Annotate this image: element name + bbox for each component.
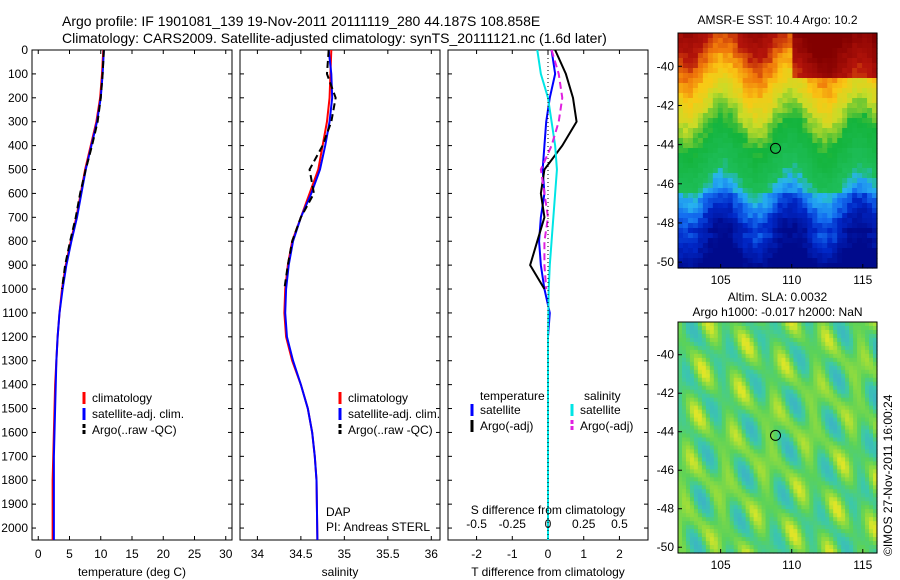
y-tick-label-900: 900 xyxy=(8,258,28,272)
map-y-tick-label--50: -50 xyxy=(657,540,675,554)
map-y-tick-label--44: -44 xyxy=(657,425,675,439)
legend-entry-0-0: satellite xyxy=(480,403,521,417)
argo-location-marker xyxy=(770,142,782,154)
map-x-tick-label-110: 110 xyxy=(782,273,801,287)
x-tick-label-5: 5 xyxy=(66,547,73,561)
map-y-tick-label--44: -44 xyxy=(657,138,675,152)
legend-entry-1: satellite-adj. clim. xyxy=(92,407,184,421)
legend-title-salinity: salinity xyxy=(584,389,621,403)
legend-entry-2: Argo(..raw -QC) xyxy=(348,423,433,437)
legend-entry-0: climatology xyxy=(92,391,152,405)
y-tick-label-1800: 1800 xyxy=(1,473,28,487)
x-tick-label-10: 10 xyxy=(94,547,108,561)
legend-entry-1-0: satellite xyxy=(580,403,621,417)
plot-frame-2 xyxy=(239,49,441,541)
map-y-tick-label--46: -46 xyxy=(657,177,675,191)
annotation-dap: DAP xyxy=(326,505,351,519)
y-tick-label-1600: 1600 xyxy=(1,425,28,439)
legend-entry-1: satellite-adj. clim. xyxy=(348,407,440,421)
x-tick-label-34.5: 34.5 xyxy=(289,547,313,561)
s-tick-label-2: 0 xyxy=(545,517,552,531)
x-tick-label-25: 25 xyxy=(188,547,202,561)
y-tick-label-300: 300 xyxy=(8,115,28,129)
y-tick-label-400: 400 xyxy=(8,139,28,153)
legend-entry-2: Argo(..raw -QC) xyxy=(92,423,177,437)
legend-title-temperature: temperature xyxy=(480,389,545,403)
map-frame-1 xyxy=(677,32,878,269)
x-tick-label-34: 34 xyxy=(251,547,265,561)
x-tick-label--2: -2 xyxy=(471,547,482,561)
x-tick-label-15: 15 xyxy=(125,547,139,561)
x-tick-label--1: -1 xyxy=(507,547,518,561)
s-tick-label-1: -0.25 xyxy=(499,517,527,531)
y-tick-label-800: 800 xyxy=(8,234,28,248)
map-x-tick-label-115: 115 xyxy=(853,273,872,287)
chart-title-line1: Argo profile: IF 1901081_139 19-Nov-2011… xyxy=(62,13,541,29)
map-y-tick-label--42: -42 xyxy=(657,98,675,112)
y-tick-label-1200: 1200 xyxy=(1,330,28,344)
argo-location-marker xyxy=(770,429,782,441)
map-heatmap-2 xyxy=(678,322,878,554)
x-tick-label-20: 20 xyxy=(157,547,171,561)
x-axis-label: temperature (deg C) xyxy=(78,565,186,579)
y-tick-label-1100: 1100 xyxy=(2,306,28,320)
series-line-argo-raw-qc- xyxy=(61,49,105,290)
map-x-tick-label-105: 105 xyxy=(711,273,731,287)
map-y-tick-label--40: -40 xyxy=(657,59,675,73)
x-tick-label-35: 35 xyxy=(338,547,352,561)
series-line-s-argo-adj- xyxy=(539,49,564,290)
x-tick-label-35.5: 35.5 xyxy=(376,547,400,561)
map-title-line2: Argo h1000: -0.017 h2000: NaN xyxy=(692,305,862,319)
map-title-line1: Altim. SLA: 0.0032 xyxy=(728,290,828,304)
y-tick-label-1300: 1300 xyxy=(1,354,28,368)
chart-title-line2: Climatology: CARS2009. Satellite-adjuste… xyxy=(62,30,607,46)
annotation-pi: PI: Andreas STERL xyxy=(326,520,430,534)
legend-entry-0-1: Argo(-adj) xyxy=(480,419,533,433)
x-tick-label-36: 36 xyxy=(425,547,439,561)
map-y-tick-label--48: -48 xyxy=(657,216,675,230)
y-tick-label-700: 700 xyxy=(8,210,28,224)
s-axis-label: S difference from climatology xyxy=(471,503,626,517)
x-tick-label-30: 30 xyxy=(219,547,233,561)
x-tick-label-0: 0 xyxy=(545,547,552,561)
x-tick-label-2: 2 xyxy=(616,547,623,561)
imos-timestamp: ©IMOS 27-Nov-2011 16:00:24 xyxy=(881,394,895,556)
map-title: AMSR-E SST: 10.4 Argo: 10.2 xyxy=(697,13,857,27)
map-heatmap-1 xyxy=(678,33,878,269)
y-tick-label-100: 100 xyxy=(8,67,28,81)
y-tick-label-1700: 1700 xyxy=(1,449,28,463)
series-line-argo-raw-qc- xyxy=(283,49,337,290)
x-axis-label: salinity xyxy=(322,565,359,579)
map-frame-2 xyxy=(677,321,878,554)
map-y-tick-label--46: -46 xyxy=(657,463,675,477)
y-tick-label-600: 600 xyxy=(8,186,28,200)
plot-frame-1 xyxy=(31,49,233,541)
y-tick-label-2000: 2000 xyxy=(1,521,28,535)
s-tick-label-0: -0.5 xyxy=(466,517,487,531)
s-tick-label-4: 0.5 xyxy=(611,517,628,531)
x-axis-label: T difference from climatology xyxy=(471,565,625,579)
y-tick-label-1500: 1500 xyxy=(1,402,28,416)
y-tick-label-500: 500 xyxy=(8,163,28,177)
map-y-tick-label--40: -40 xyxy=(657,348,675,362)
map-x-tick-label-115: 115 xyxy=(853,558,872,572)
series-line-s-satellite xyxy=(536,49,558,540)
x-tick-label-0: 0 xyxy=(35,547,42,561)
y-tick-label-200: 200 xyxy=(8,91,28,105)
map-y-tick-label--50: -50 xyxy=(657,255,675,269)
map-x-tick-label-110: 110 xyxy=(782,558,801,572)
s-tick-label-3: 0.25 xyxy=(572,517,596,531)
x-tick-label-1: 1 xyxy=(580,547,587,561)
y-tick-label-1900: 1900 xyxy=(1,497,28,511)
map-y-tick-label--42: -42 xyxy=(657,386,675,400)
map-x-tick-label-105: 105 xyxy=(711,558,731,572)
legend-entry-1-1: Argo(-adj) xyxy=(580,419,633,433)
map-y-tick-label--48: -48 xyxy=(657,502,675,516)
y-tick-label-1000: 1000 xyxy=(1,282,28,296)
series-line-t-argo-adj- xyxy=(529,49,578,290)
legend-entry-0: climatology xyxy=(348,391,408,405)
y-tick-label-1400: 1400 xyxy=(1,378,28,392)
y-tick-label-0: 0 xyxy=(21,43,28,57)
